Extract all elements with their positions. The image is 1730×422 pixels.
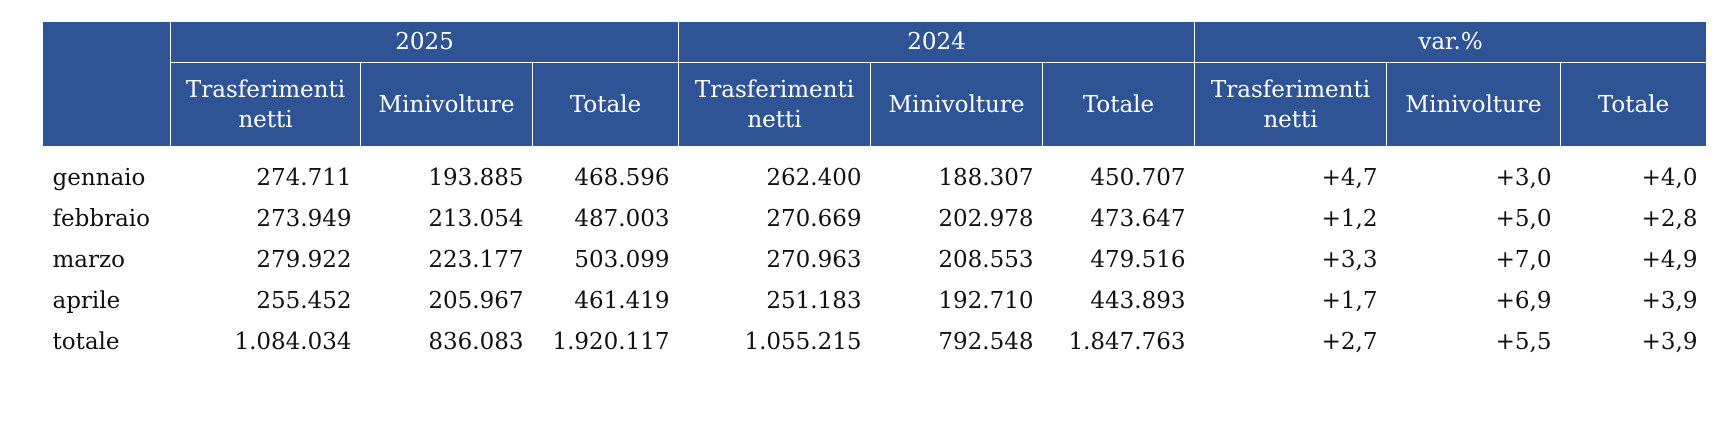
table-cell: 270.669 bbox=[766, 206, 862, 232]
table-cell: +5,0 bbox=[1495, 206, 1552, 232]
table-cell: 503.099 bbox=[574, 247, 670, 273]
table-row-total: totale 1.084.034 836.083 1.920.117 1.055… bbox=[43, 322, 1707, 363]
col-header-totale-2025: Totale bbox=[532, 62, 679, 147]
table-cell: 202.978 bbox=[938, 206, 1034, 232]
table-cell: +3,9 bbox=[1641, 288, 1698, 314]
table-cell: 188.307 bbox=[938, 164, 1034, 191]
table-cell: 443.893 bbox=[1090, 288, 1186, 314]
row-label: gennaio bbox=[52, 164, 146, 191]
table-cell: 479.516 bbox=[1090, 247, 1186, 273]
table-cell: +6,9 bbox=[1495, 288, 1552, 314]
col-header-trasferimenti-2025: Trasferimenti netti bbox=[170, 62, 361, 147]
table-cell: 1.847.763 bbox=[1068, 329, 1186, 355]
table-cell: +4,9 bbox=[1641, 247, 1698, 273]
table-cell: 279.922 bbox=[256, 247, 352, 273]
group-header-2024: 2024 bbox=[678, 21, 1195, 63]
col-header-trasferimenti-2024: Trasferimenti netti bbox=[678, 62, 871, 147]
col-header-totale-var: Totale bbox=[1560, 62, 1707, 147]
table-cell: 213.054 bbox=[428, 206, 524, 232]
table-cell: +3,3 bbox=[1321, 247, 1378, 273]
table-cell: 1.084.034 bbox=[234, 329, 352, 355]
table-cell: 255.452 bbox=[256, 288, 352, 314]
col-header-totale-2024: Totale bbox=[1042, 62, 1195, 147]
table-cell: +1,2 bbox=[1321, 206, 1378, 232]
table-cell: +5,5 bbox=[1495, 329, 1552, 355]
row-label: totale bbox=[52, 329, 120, 355]
col-header-minivolture-2024: Minivolture bbox=[870, 62, 1043, 147]
table-cell: 473.647 bbox=[1090, 206, 1186, 232]
table-row: gennaio 274.711 193.885 468.596 262.400 … bbox=[43, 147, 1707, 200]
table-cell: +1,7 bbox=[1321, 288, 1378, 314]
table-cell: 487.003 bbox=[574, 206, 670, 232]
col-header-trasferimenti-var: Trasferimenti netti bbox=[1194, 62, 1387, 147]
table-cell: 792.548 bbox=[938, 329, 1034, 355]
table-cell: +3,9 bbox=[1641, 329, 1698, 355]
table-cell: 205.967 bbox=[428, 288, 524, 314]
table-cell: 192.710 bbox=[938, 288, 1034, 314]
table-cell: 274.711 bbox=[256, 164, 352, 191]
col-header-minivolture-var: Minivolture bbox=[1386, 62, 1561, 147]
table-row: febbraio 273.949 213.054 487.003 270.669… bbox=[43, 199, 1707, 240]
table-cell: 1.920.117 bbox=[552, 329, 670, 355]
table-cell: 208.553 bbox=[938, 247, 1034, 273]
col-header-minivolture-2025: Minivolture bbox=[360, 62, 533, 147]
table-cell: 273.949 bbox=[256, 206, 352, 232]
table-cell: +4,0 bbox=[1641, 164, 1698, 191]
group-header-2025: 2025 bbox=[170, 21, 679, 63]
table-cell: 1.055.215 bbox=[744, 329, 862, 355]
table-cell: +2,7 bbox=[1321, 329, 1378, 355]
table-cell: +3,0 bbox=[1495, 164, 1552, 191]
table-cell: 836.083 bbox=[428, 329, 524, 355]
table-cell: +7,0 bbox=[1495, 247, 1552, 273]
data-table: 2025 2024 var.% Trasferimenti netti Mini… bbox=[42, 21, 1707, 363]
header-corner bbox=[42, 21, 171, 147]
table-cell: 270.963 bbox=[766, 247, 862, 273]
table-cell: 251.183 bbox=[766, 288, 862, 314]
table-cell: +4,7 bbox=[1321, 164, 1378, 191]
table-row: marzo 279.922 223.177 503.099 270.963 20… bbox=[43, 240, 1707, 281]
row-label: aprile bbox=[52, 288, 121, 314]
table-row: aprile 255.452 205.967 461.419 251.183 1… bbox=[43, 281, 1707, 322]
table-cell: 223.177 bbox=[428, 247, 524, 273]
table-cell: 461.419 bbox=[574, 288, 670, 314]
table-cell: 262.400 bbox=[766, 164, 862, 191]
row-label: marzo bbox=[52, 247, 125, 273]
row-label: febbraio bbox=[52, 206, 150, 232]
table-cell: 450.707 bbox=[1090, 164, 1186, 191]
table-cell: +2,8 bbox=[1641, 206, 1698, 232]
table-cell: 193.885 bbox=[428, 164, 524, 191]
table-cell: 468.596 bbox=[574, 164, 670, 191]
group-header-var: var.% bbox=[1194, 21, 1707, 63]
